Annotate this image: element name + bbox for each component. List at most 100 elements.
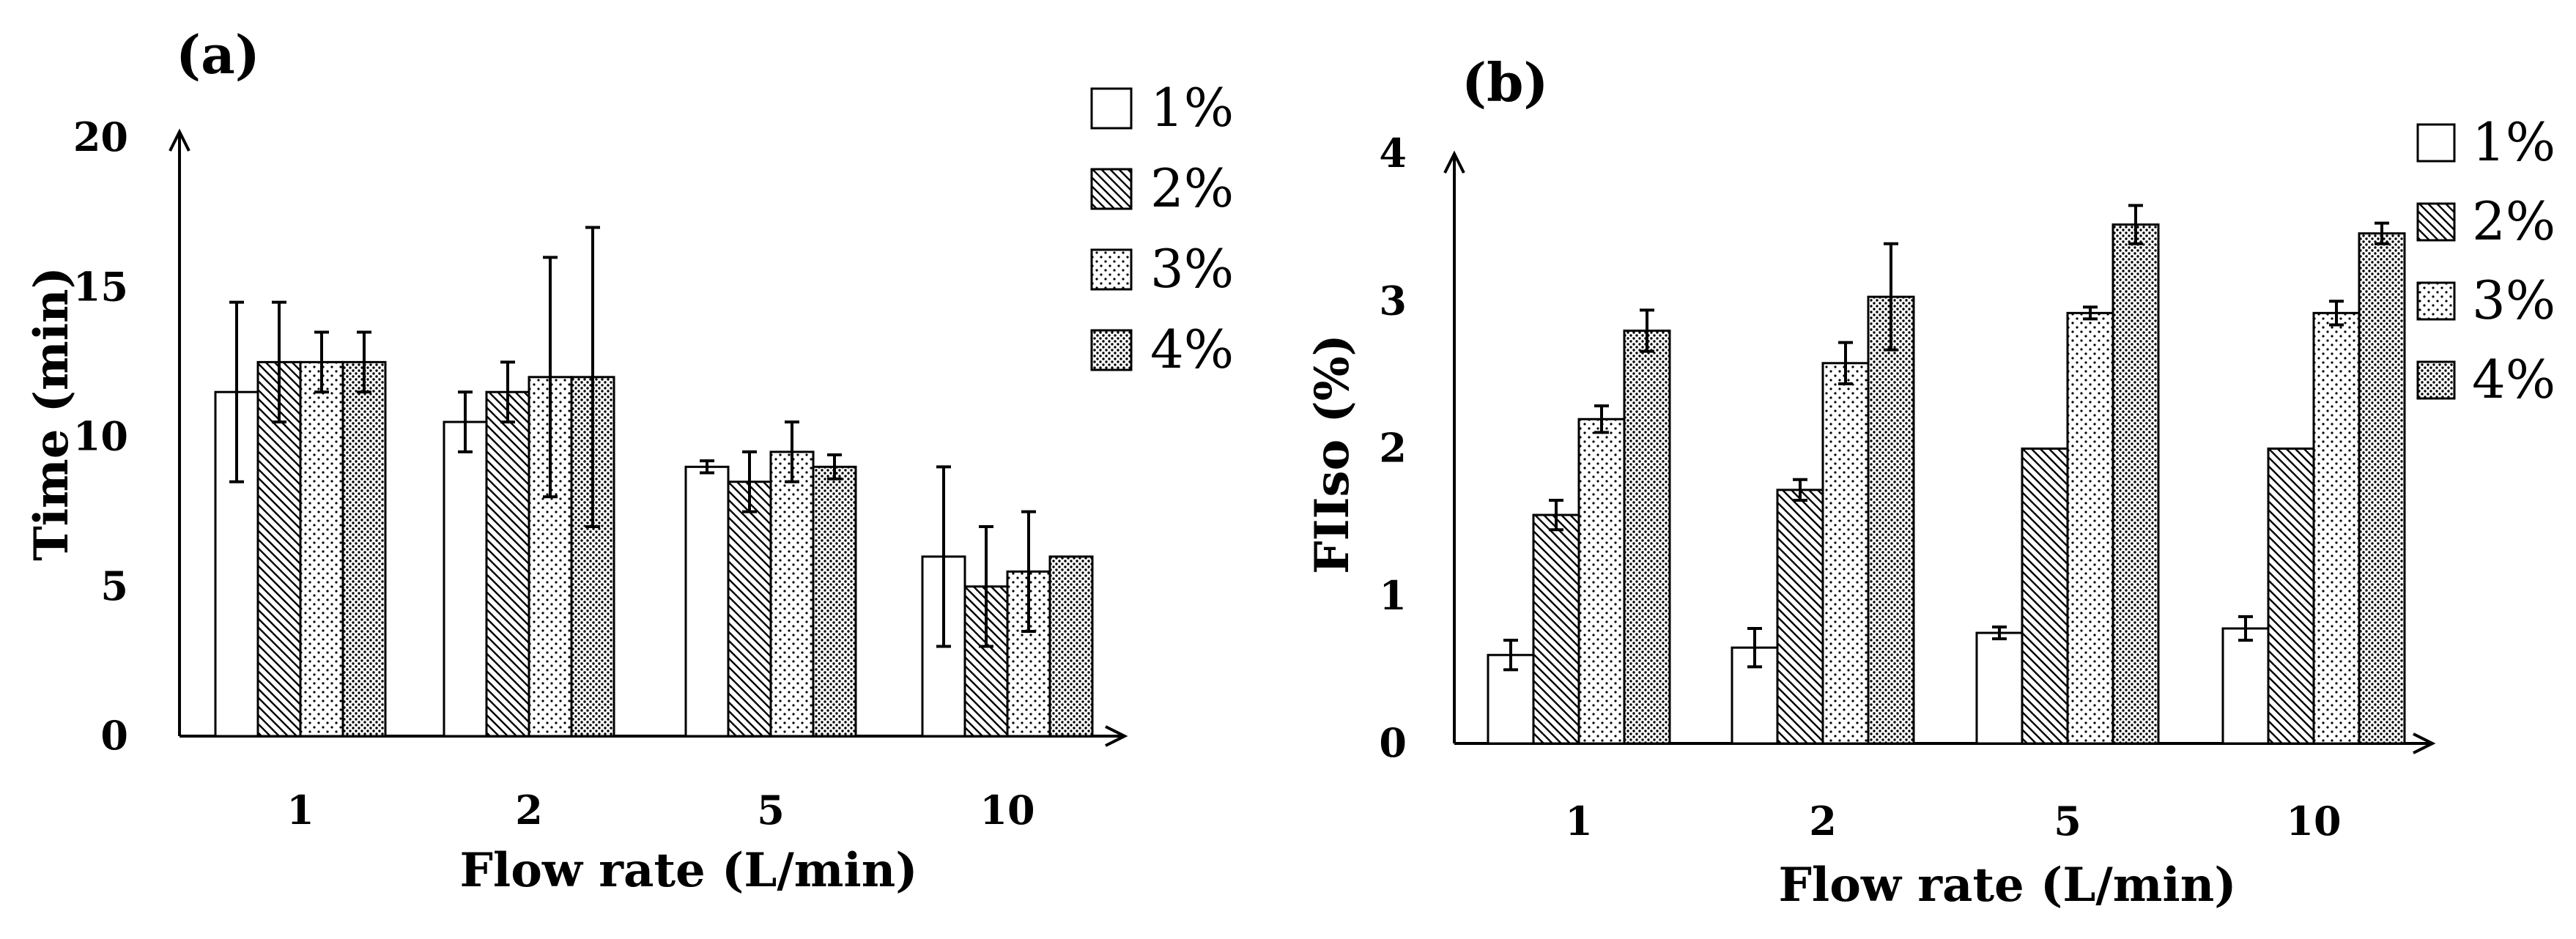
y-tick-label: 0 <box>100 712 128 759</box>
error-bar <box>700 459 714 475</box>
error-bar <box>1594 404 1609 434</box>
legend-swatch <box>1090 87 1133 130</box>
bar <box>769 450 815 738</box>
y-axis-arrow <box>169 128 190 152</box>
error-bar <box>2329 300 2344 327</box>
x-axis-title-a: Flow rate (L/min) <box>459 843 917 898</box>
legend-item: 2% <box>2416 190 2555 252</box>
legend-item: 3% <box>1090 238 1234 300</box>
error-bar <box>272 300 286 424</box>
error-bar <box>1549 498 1563 532</box>
error-bar <box>229 300 244 483</box>
error-bar <box>1992 626 2007 641</box>
panel-label-b: (b) <box>1462 51 1548 114</box>
legend-item: 2% <box>1090 157 1234 219</box>
bar <box>299 360 344 738</box>
bar <box>684 465 730 738</box>
legend-label: 3% <box>2472 270 2555 331</box>
legend-item: 1% <box>2416 111 2555 173</box>
legend-swatch <box>2416 360 2456 400</box>
chart-panel-b: (b) 0 1 2 3 4 1 2 5 10 1% 2% 3% 4% Flow rate (L/min… <box>1305 51 2555 913</box>
bar <box>485 390 530 738</box>
x-tick-label: 5 <box>2054 798 2081 845</box>
bar <box>1867 295 1915 745</box>
panel-label-a: (a) <box>176 23 260 86</box>
y-tick-label: 5 <box>100 563 128 609</box>
legend-b: 1% 2% 3% 4% <box>2416 111 2555 410</box>
x-tick-label: 1 <box>1565 798 1593 845</box>
y-tick-label: 0 <box>1379 719 1407 766</box>
bar <box>2066 311 2114 745</box>
bar <box>341 360 387 738</box>
legend-a: 1% 2% 3% 4% <box>1090 77 1234 380</box>
legend-label: 3% <box>1150 238 1234 300</box>
bar <box>256 360 302 738</box>
legend-swatch <box>2416 202 2456 242</box>
legend-label: 1% <box>1150 77 1234 138</box>
bar <box>1532 513 1580 745</box>
legend-swatch <box>2416 281 2456 321</box>
legend-item: 4% <box>2416 349 2555 410</box>
bar <box>812 465 857 738</box>
error-bar <box>1503 639 1518 672</box>
bar <box>2358 232 2406 745</box>
legend-label: 2% <box>1150 157 1234 219</box>
y-tick-label: 10 <box>73 413 128 460</box>
bar <box>1577 417 1626 745</box>
bar <box>1623 330 1671 745</box>
bar <box>1821 362 1870 745</box>
bar <box>443 420 488 738</box>
x-axis-arrow <box>1105 725 1128 747</box>
y-tick-label: 1 <box>1379 572 1407 619</box>
y-tick-label: 3 <box>1379 277 1407 324</box>
y-tick-label: 2 <box>1379 425 1407 472</box>
error-bar <box>458 390 473 453</box>
legend-swatch <box>1090 248 1133 291</box>
bar <box>1975 631 2024 745</box>
error-bar <box>2083 305 2098 321</box>
error-bar <box>827 453 842 480</box>
legend-label: 4% <box>1150 319 1234 380</box>
bar <box>2021 448 2069 745</box>
error-bar <box>500 360 515 424</box>
y-tick-label: 20 <box>73 114 128 160</box>
bar <box>727 480 772 738</box>
legend-item: 4% <box>1090 319 1234 380</box>
y-tick-label: 4 <box>1379 130 1407 177</box>
legend-label: 4% <box>2472 349 2555 410</box>
error-bar <box>1793 478 1807 502</box>
legend-swatch <box>2416 123 2456 163</box>
legend-item: 1% <box>1090 77 1234 138</box>
bar <box>2111 223 2160 745</box>
x-axis-arrow <box>2413 732 2436 754</box>
y-axis-title-b: FIIso (%) <box>1305 334 1360 574</box>
error-bar <box>357 330 371 394</box>
bars-a <box>214 226 1094 738</box>
bar <box>2267 448 2315 745</box>
error-bar <box>2375 221 2389 245</box>
x-tick-label: 2 <box>1809 798 1837 845</box>
error-bar <box>314 330 329 394</box>
x-tick-label: 10 <box>980 787 1035 834</box>
legend-swatch <box>1090 168 1133 210</box>
bar <box>2312 311 2361 745</box>
error-bar <box>585 226 600 529</box>
error-bar <box>1838 341 1853 385</box>
legend-swatch <box>1090 329 1133 371</box>
y-axis-arrow <box>1443 150 1465 174</box>
error-bar <box>2128 204 2143 245</box>
bar <box>1048 555 1094 738</box>
legend-label: 2% <box>2472 190 2555 252</box>
error-bar <box>742 450 757 513</box>
x-tick-label: 5 <box>757 787 785 834</box>
error-bar <box>1747 627 1762 669</box>
error-bar <box>936 465 951 648</box>
error-bar <box>2238 615 2253 642</box>
error-bar <box>785 420 799 483</box>
x-axis-title-b: Flow rate (L/min) <box>1778 858 2236 913</box>
legend-item: 3% <box>2416 270 2555 331</box>
axes-a: 0 5 10 15 20 1 2 5 10 <box>73 114 1128 834</box>
y-tick-label: 15 <box>73 263 128 310</box>
legend-label: 1% <box>2472 111 2555 173</box>
